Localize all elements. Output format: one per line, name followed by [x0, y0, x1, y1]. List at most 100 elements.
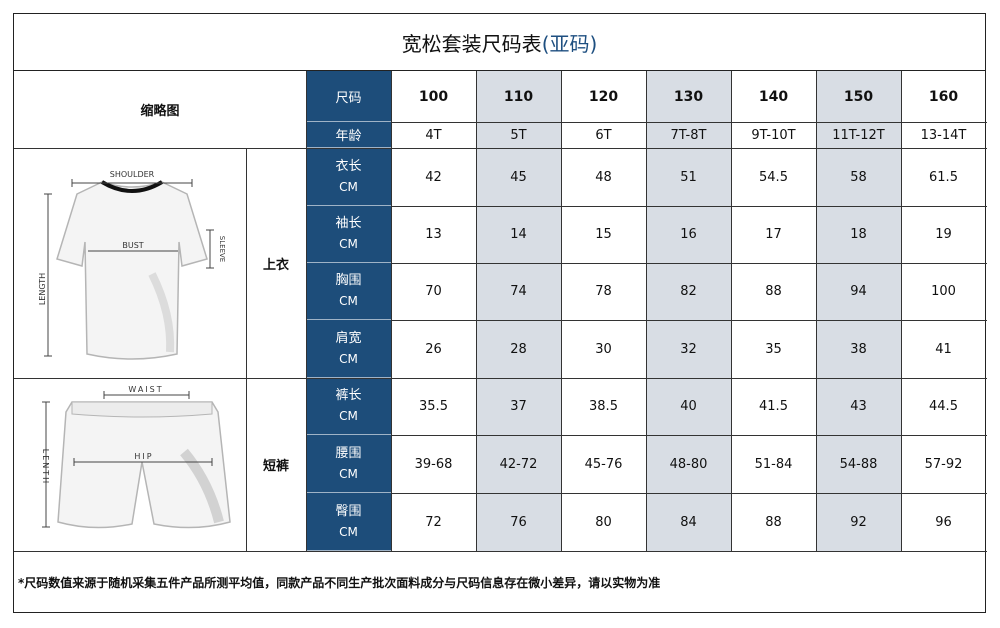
bust-label: BUST: [122, 241, 143, 250]
grid-line: [391, 320, 987, 321]
grid-line: [816, 71, 817, 551]
group-label-top: 上衣: [262, 257, 289, 273]
grid-line: [14, 378, 987, 379]
measurement-name: 胸围: [335, 273, 362, 288]
shoulder-label: SHOULDER: [110, 170, 155, 179]
grid-line: [391, 263, 987, 264]
unit-label: CM: [339, 524, 358, 539]
unit-label: CM: [339, 294, 358, 308]
age-value: 9T-10T: [751, 127, 796, 143]
measurement-value: 45-76: [584, 456, 623, 472]
shaded-column: [646, 71, 731, 551]
measurement-value: 15: [595, 227, 612, 242]
size-value: 110: [503, 88, 534, 105]
age-header: 年龄: [306, 122, 391, 148]
measurement-value: 40: [680, 399, 697, 414]
size-header: 尺码: [306, 71, 391, 122]
grid-line: [306, 71, 307, 551]
measurement-value: 35.5: [419, 399, 448, 414]
shorts-illustration: WAIST HIP LENTH: [41, 385, 231, 529]
unit-label: CM: [339, 409, 358, 423]
measurement-value: 88: [765, 514, 782, 530]
hip-label: HIP: [134, 452, 153, 461]
size-value: 140: [758, 88, 789, 105]
measurement-label: 腰围 CM: [306, 435, 391, 493]
measurement-value: 48: [595, 169, 612, 185]
unit-label: CM: [339, 466, 358, 481]
unit-label: CM: [339, 237, 358, 251]
measurement-value: 82: [680, 284, 697, 299]
measurement-name: 袖长: [335, 216, 362, 231]
group-label-shorts: 短裤: [262, 459, 289, 474]
measurement-value: 14: [510, 227, 527, 242]
grid-line: [391, 122, 987, 123]
measurement-value: 54-88: [839, 456, 878, 472]
measurement-value: 42: [425, 169, 442, 185]
shaded-column: [816, 71, 901, 551]
grid-line: [476, 71, 477, 551]
size-value: 160: [928, 88, 959, 105]
measurement-name: 肩宽: [335, 330, 362, 346]
measurement-value: 94: [850, 284, 867, 299]
measurement-name: 臀围: [335, 503, 362, 519]
grid-line: [391, 206, 987, 207]
measurement-name: 衣长: [335, 158, 362, 174]
age-value: 7T-8T: [670, 127, 707, 143]
size-value: 100: [418, 88, 449, 105]
grid-line: [14, 148, 987, 149]
measurement-value: 54.5: [759, 169, 788, 185]
age-value: 11T-12T: [832, 127, 885, 143]
measurement-value: 16: [680, 227, 697, 242]
shorts-length-label: LENTH: [41, 449, 50, 485]
measurement-value: 30: [595, 341, 612, 357]
grid-line: [14, 551, 987, 552]
age-value: 5T: [510, 127, 527, 143]
waist-label: WAIST: [128, 385, 163, 394]
shaded-column: [476, 71, 561, 551]
measurement-value: 51-84: [754, 456, 793, 472]
measurement-name: 腰围: [335, 445, 362, 461]
measurement-value: 38.5: [589, 399, 618, 414]
title-main: 宽松套装尺码表: [401, 31, 542, 56]
grid-line: [391, 435, 987, 436]
measurement-value: 88: [765, 284, 782, 299]
measurement-value: 78: [595, 284, 612, 299]
measurement-value: 37: [510, 399, 527, 414]
grid-line: [561, 71, 562, 551]
unit-label: CM: [339, 351, 358, 366]
measurement-label: 衣长 CM: [306, 148, 391, 206]
measurement-value: 26: [425, 341, 442, 357]
measurement-value: 74: [510, 284, 527, 299]
footnote: *尺码数值来源于随机采集五件产品所测平均值，同款产品不同生产批次面料成分与尺码信…: [18, 576, 661, 590]
measurement-label: 肩宽 CM: [306, 320, 391, 378]
measurement-value: 39-68: [414, 456, 453, 472]
measurement-value: 41: [935, 341, 952, 357]
measurement-label: 臀围 CM: [306, 493, 391, 551]
grid-line: [391, 71, 392, 551]
measurement-value: 61.5: [929, 169, 958, 185]
measurement-value: 28: [510, 341, 527, 357]
size-value: 120: [588, 88, 619, 105]
measurement-value: 58: [850, 169, 867, 185]
grid-line: [901, 71, 902, 551]
size-value: 150: [843, 88, 874, 105]
title-accent: (亚码): [541, 31, 598, 56]
measurement-value: 51: [680, 169, 697, 185]
grid-line: [246, 148, 247, 551]
measurement-label: 袖长 CM: [306, 206, 391, 263]
size-value: 130: [673, 88, 704, 105]
measurement-value: 38: [850, 341, 867, 357]
measurement-value: 57-92: [924, 456, 963, 472]
measurement-value: 72: [425, 514, 442, 530]
age-value: 6T: [595, 127, 612, 143]
measurement-value: 17: [765, 227, 782, 242]
measurement-label: 裤长 CM: [306, 378, 391, 435]
measurement-value: 35: [765, 341, 782, 357]
thumbnail-label: 缩略图: [140, 104, 180, 119]
measurement-value: 18: [850, 227, 867, 242]
grid-line: [391, 493, 987, 494]
measurement-value: 13: [425, 227, 442, 242]
measurement-name: 裤长: [335, 388, 362, 403]
shirt-illustration: SHOULDER BUST LENGTH SLEEVE: [38, 170, 226, 360]
page-title: 宽松套装尺码表 (亚码): [14, 14, 985, 71]
